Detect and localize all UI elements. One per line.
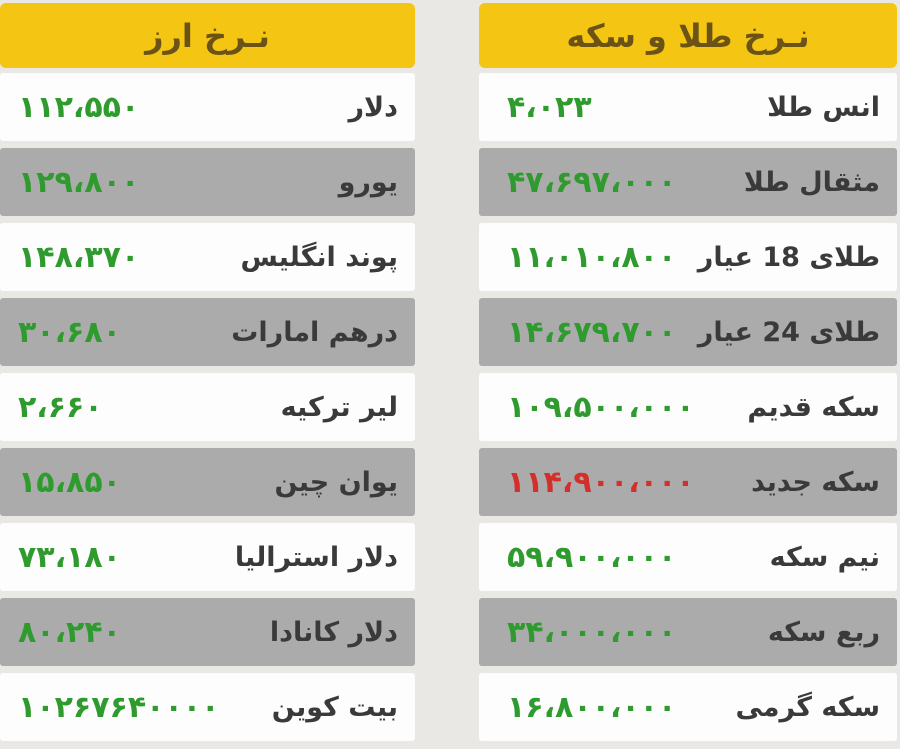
rate-row: ربع سکه ۳۴،۰۰۰،۰۰۰ <box>479 598 897 666</box>
gold-coin-table: نـرخ طلا و سکه انس طلا ۴،۰۲۳ مثقال طلا ۴۷،۶… <box>479 3 897 748</box>
rate-row: دلار کانادا ۸۰،۲۴۰ <box>0 598 415 666</box>
rate-row: سکه گرمی ۱۶،۸۰۰،۰۰۰ <box>479 673 897 741</box>
rate-row: طلای 18 عیار ۱۱،۰۱۰،۸۰۰ <box>479 223 897 291</box>
rate-label: درهم امارات <box>231 316 398 348</box>
rate-row: یورو ۱۲۹،۸۰۰ <box>0 148 415 216</box>
gold-coin-table-rows: انس طلا ۴،۰۲۳ مثقال طلا ۴۷،۶۹۷،۰۰۰ طلای 18 ع… <box>479 73 897 741</box>
rate-row: درهم امارات ۳۰،۶۸۰ <box>0 298 415 366</box>
rate-value: ۱۰۲۶۷۶۴۰۰۰۰ <box>18 689 220 725</box>
rate-row: پوند انگلیس ۱۴۸،۳۷۰ <box>0 223 415 291</box>
rate-label: یوان چین <box>274 466 398 498</box>
rate-label: بیت کوین <box>271 691 398 723</box>
rate-label: ربع سکه <box>767 616 880 648</box>
rate-label: لیر ترکیه <box>280 391 398 423</box>
rate-label: پوند انگلیس <box>240 241 398 273</box>
rate-value: ۱۰۹،۵۰۰،۰۰۰ <box>507 389 695 425</box>
rate-label: مثقال طلا <box>743 166 880 198</box>
rate-row: یوان چین ۱۵،۸۵۰ <box>0 448 415 516</box>
rate-label: یورو <box>338 166 398 198</box>
rate-label: سکه جدید <box>751 466 880 498</box>
currency-table-rows: دلار ۱۱۲،۵۵۰ یورو ۱۲۹،۸۰۰ پوند انگلیس ۱۴۸،۳۷۰… <box>0 73 415 741</box>
rate-value: ۳۰،۶۸۰ <box>18 314 121 350</box>
rate-row: انس طلا ۴،۰۲۳ <box>479 73 897 141</box>
rate-label: نیم سکه <box>769 541 880 573</box>
rate-value: ۴۷،۶۹۷،۰۰۰ <box>507 164 677 200</box>
rate-row: سکه جدید ۱۱۴،۹۰۰،۰۰۰ <box>479 448 897 516</box>
rate-row: طلای 24 عیار ۱۴،۶۷۹،۷۰۰ <box>479 298 897 366</box>
rate-label: دلار کانادا <box>269 616 398 648</box>
gold-coin-table-header: نـرخ طلا و سکه <box>479 3 897 68</box>
rate-value: ۱۱،۰۱۰،۸۰۰ <box>507 239 677 275</box>
rate-row: بیت کوین ۱۰۲۶۷۶۴۰۰۰۰ <box>0 673 415 741</box>
rate-label: سکه قدیم <box>747 391 880 423</box>
rate-label: طلای 24 عیار <box>697 316 880 348</box>
rate-row: سکه قدیم ۱۰۹،۵۰۰،۰۰۰ <box>479 373 897 441</box>
rate-value: ۳۴،۰۰۰،۰۰۰ <box>507 614 677 650</box>
rate-value: ۲،۶۶۰ <box>18 389 103 425</box>
rate-value: ۱۱۴،۹۰۰،۰۰۰ <box>507 464 695 500</box>
rate-row: دلار ۱۱۲،۵۵۰ <box>0 73 415 141</box>
currency-table-header: نـرخ ارز <box>0 3 415 68</box>
rate-row: لیر ترکیه ۲،۶۶۰ <box>0 373 415 441</box>
rate-value: ۱۴۸،۳۷۰ <box>18 239 140 275</box>
rate-value: ۵۹،۹۰۰،۰۰۰ <box>507 539 677 575</box>
rate-row: دلار استرالیا ۷۳،۱۸۰ <box>0 523 415 591</box>
rate-value: ۱۲۹،۸۰۰ <box>18 164 140 200</box>
rate-value: ۱۶،۸۰۰،۰۰۰ <box>507 689 677 725</box>
rate-value: ۱۴،۶۷۹،۷۰۰ <box>507 314 677 350</box>
rate-label: طلای 18 عیار <box>697 241 880 273</box>
rate-value: ۱۵،۸۵۰ <box>18 464 121 500</box>
rate-row: مثقال طلا ۴۷،۶۹۷،۰۰۰ <box>479 148 897 216</box>
rate-value: ۴،۰۲۳ <box>507 89 592 125</box>
rate-row: نیم سکه ۵۹،۹۰۰،۰۰۰ <box>479 523 897 591</box>
rate-value: ۱۱۲،۵۵۰ <box>18 89 140 125</box>
rate-value: ۸۰،۲۴۰ <box>18 614 121 650</box>
rate-label: دلار استرالیا <box>234 541 398 573</box>
rate-label: انس طلا <box>767 91 880 123</box>
rate-value: ۷۳،۱۸۰ <box>18 539 121 575</box>
currency-table: نـرخ ارز دلار ۱۱۲،۵۵۰ یورو ۱۲۹،۸۰۰ پوند انگل… <box>0 3 415 748</box>
rate-label: سکه گرمی <box>735 691 880 723</box>
rate-label: دلار <box>348 91 398 123</box>
